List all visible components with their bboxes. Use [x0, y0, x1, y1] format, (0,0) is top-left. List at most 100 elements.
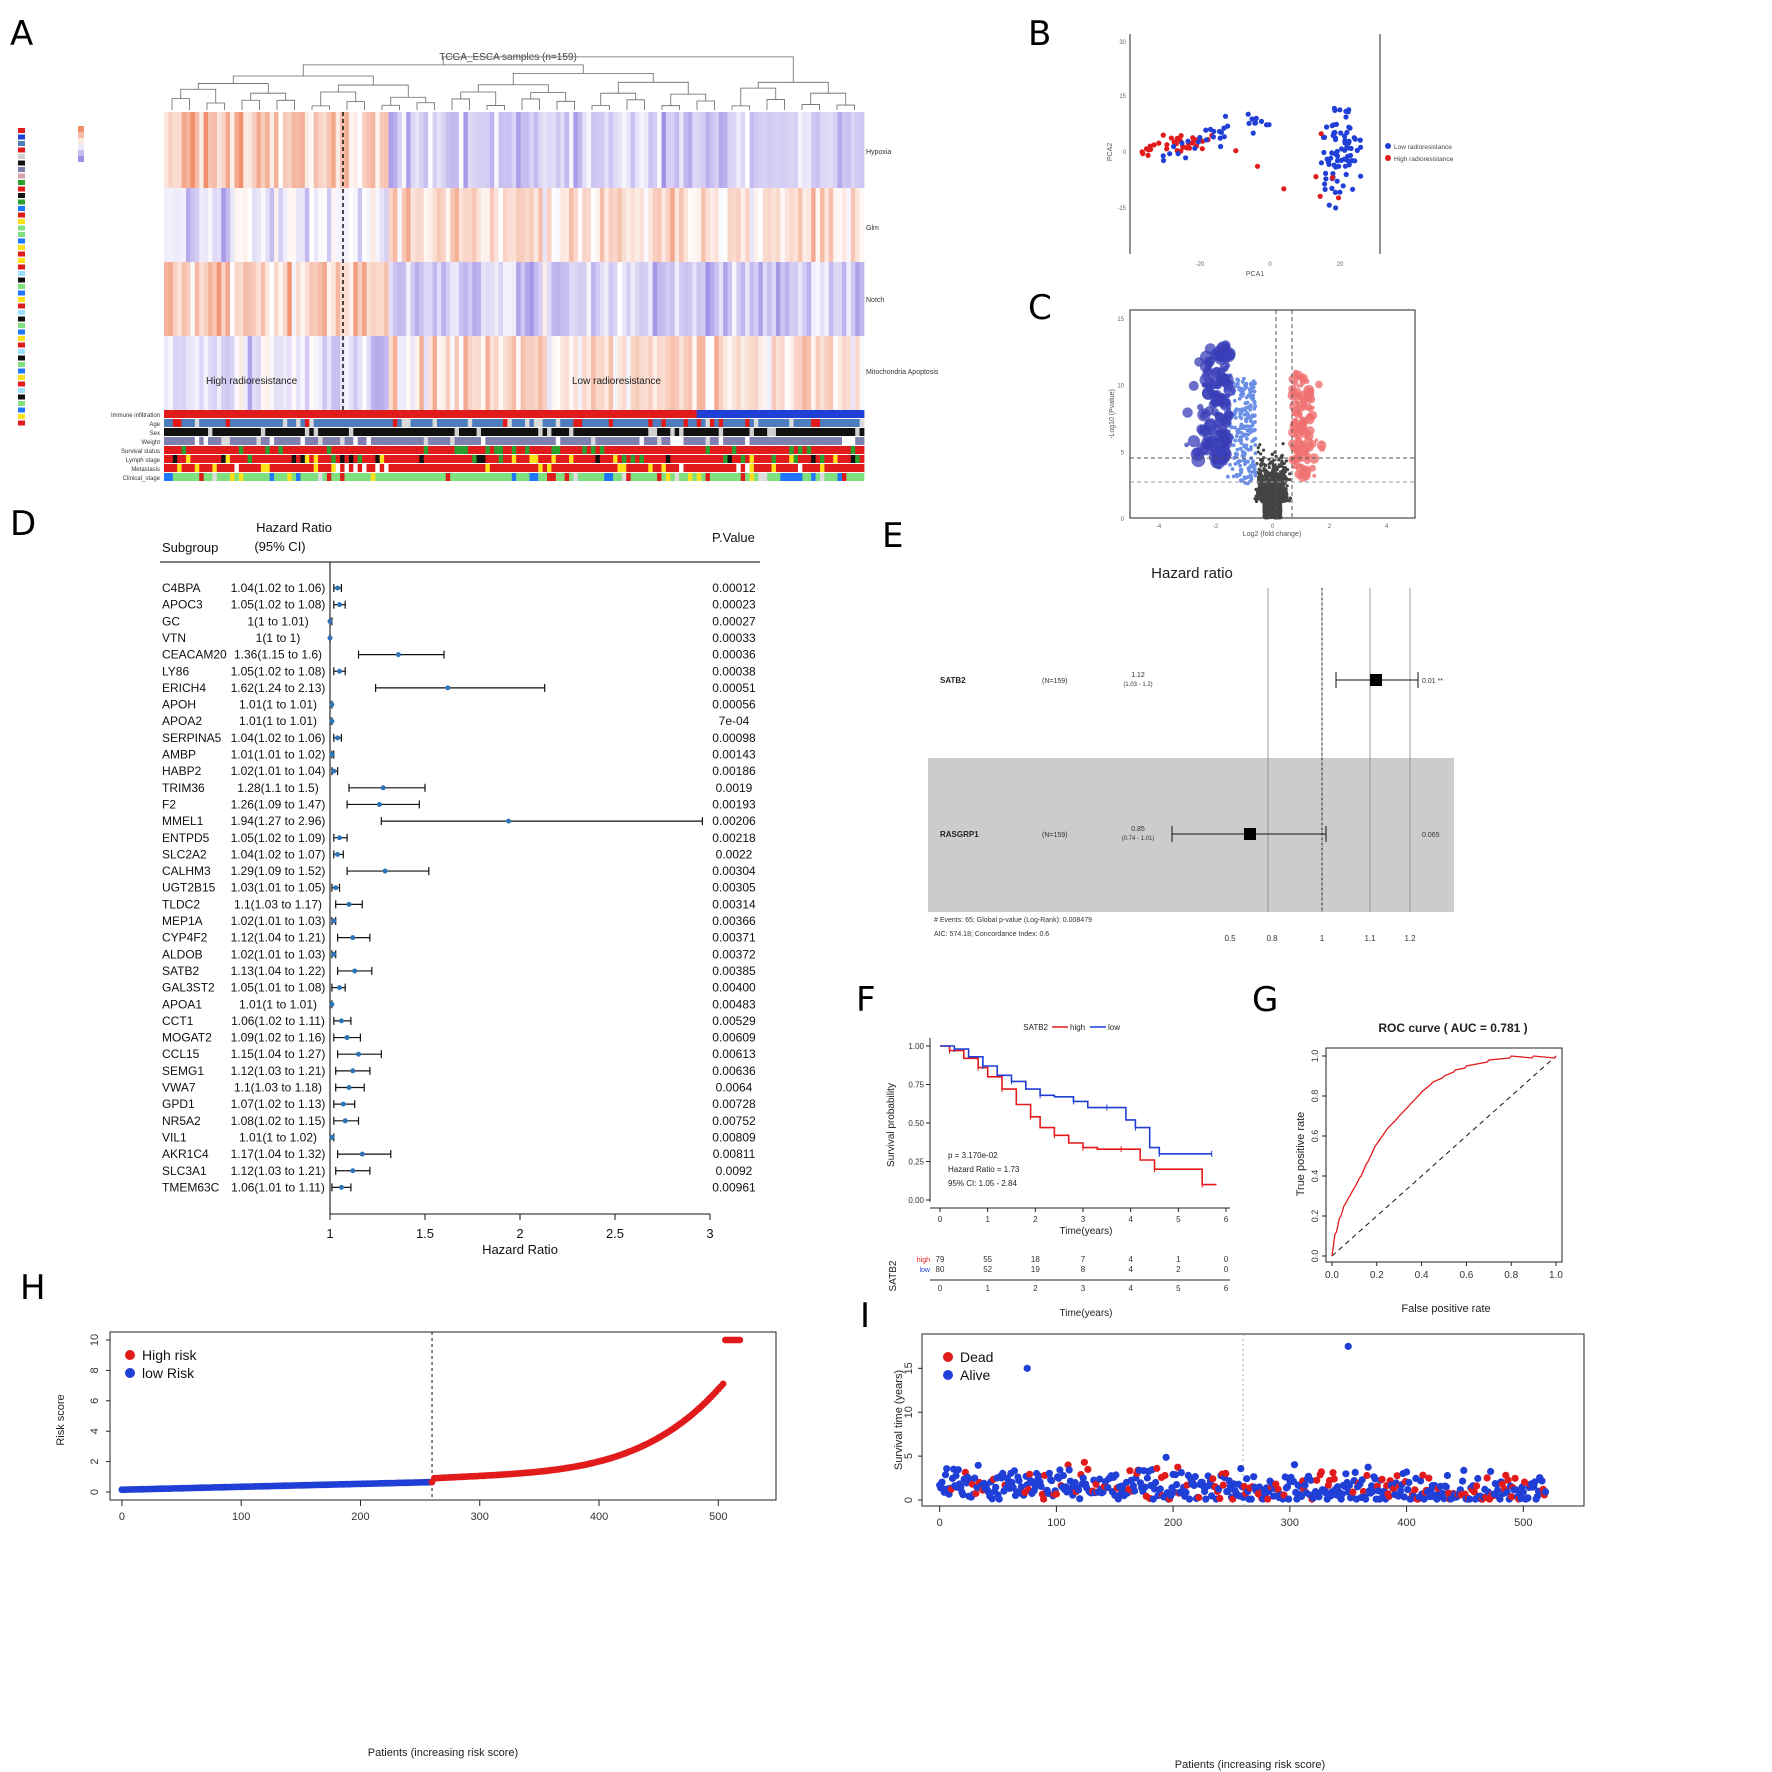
pca-point — [1183, 155, 1189, 161]
forest-point — [329, 1134, 335, 1140]
dendrogram-link — [740, 87, 777, 106]
annotation-cell — [617, 464, 623, 472]
annotation-cell — [348, 410, 354, 418]
annotation-cell — [784, 428, 790, 436]
annotation-cell — [828, 437, 834, 445]
roc-xtick-label: 0.2 — [1370, 1270, 1384, 1281]
heatmap-cell — [564, 188, 570, 262]
annotation-cell — [582, 410, 588, 418]
annotation-cell — [846, 473, 852, 481]
heatmap-cell — [172, 112, 178, 188]
annotation-cell — [806, 428, 812, 436]
survtime-point — [1010, 1467, 1018, 1475]
heatmap-row-label-0: Hypoxia — [866, 149, 891, 156]
forest-ci-label: 1.13(1.04 to 1.22) — [231, 964, 326, 978]
annotation-cell — [489, 428, 495, 436]
annotation-cell — [441, 419, 447, 427]
annotation-cell — [775, 428, 781, 436]
heatmap-cell — [401, 336, 407, 410]
heatmap-cell — [353, 336, 359, 410]
forest-e-xtick: 0.8 — [1266, 934, 1278, 943]
heatmap-cell — [771, 262, 777, 336]
annotation-cell — [626, 446, 632, 454]
survtime-point — [954, 1466, 962, 1474]
annotation-cell — [806, 455, 812, 463]
annotation-cell — [296, 464, 301, 472]
survtime-point — [1031, 1483, 1039, 1491]
annotation-cell — [731, 446, 737, 454]
annotation-cell — [450, 410, 455, 418]
annotation-cell — [811, 455, 816, 463]
volcano-point — [1281, 442, 1285, 446]
heatmap-cell — [168, 112, 174, 188]
pca-point — [1185, 138, 1191, 144]
annotation-cell — [811, 446, 816, 454]
heatmap-cell — [304, 336, 310, 410]
heatmap-cell — [771, 112, 777, 188]
volcano-point — [1211, 391, 1218, 397]
volcano-point — [1263, 508, 1267, 512]
annotation-cell — [696, 455, 702, 463]
heatmap-cell — [458, 336, 464, 410]
annotation-cell — [771, 419, 777, 427]
heatmap-cell — [331, 112, 337, 188]
heatmap-cell — [392, 262, 398, 336]
annotation-cell — [304, 464, 310, 472]
volcano-point — [1276, 496, 1280, 500]
annotation-cell — [652, 473, 658, 481]
annotation-cell — [164, 428, 169, 436]
km-risk-xtick: 6 — [1224, 1284, 1229, 1293]
annotation-cell — [595, 464, 601, 472]
legend-swatch — [18, 316, 25, 322]
annotation-cell — [379, 446, 385, 454]
forest-p-label: 0.00056 — [712, 698, 756, 712]
annotation-cell — [278, 446, 284, 454]
annotation-cell — [569, 446, 574, 454]
heatmap-cell — [727, 188, 733, 262]
pca-point — [1145, 152, 1151, 158]
volcano-point — [1251, 393, 1256, 398]
volcano-point — [1280, 486, 1284, 491]
heatmap-cell — [841, 262, 847, 336]
forest-point — [327, 618, 333, 624]
panel-label-g: G — [1252, 980, 1279, 1020]
annotation-cell — [542, 437, 548, 445]
heatmap-cell — [723, 262, 728, 336]
annotation-cell — [498, 428, 504, 436]
heatmap-cell — [507, 188, 513, 262]
heatmap-cell — [502, 112, 508, 188]
annotation-cell — [643, 446, 649, 454]
heatmap-cell — [753, 262, 759, 336]
volcano-point — [1268, 493, 1272, 497]
annotation-cell — [278, 437, 284, 445]
annotation-cell — [428, 446, 433, 454]
annotation-cell — [348, 464, 354, 472]
annotation-cell — [727, 464, 733, 472]
riskscore-ytick-label: 2 — [89, 1459, 101, 1465]
volcano-point — [1219, 362, 1229, 372]
heatmap-cell — [731, 188, 737, 262]
annotation-cell — [626, 464, 632, 472]
annotation-cell — [555, 437, 561, 445]
annotation-cell — [617, 446, 623, 454]
volcano-point — [1278, 470, 1282, 474]
annotation-cell — [190, 437, 196, 445]
annotation-cell — [661, 446, 667, 454]
annotation-cell — [194, 473, 200, 481]
heatmap-cell — [555, 336, 561, 410]
annotation-cell — [652, 437, 658, 445]
heatmap-cell — [441, 262, 447, 336]
heatmap-cell — [414, 262, 420, 336]
annotation-cell — [745, 464, 750, 472]
annotation-cell — [749, 437, 755, 445]
forest-ci-label: 1(1 to 1.01) — [247, 614, 308, 628]
heatmap-cell — [595, 336, 601, 410]
heatmap-cell — [164, 188, 169, 262]
pca-point — [1175, 151, 1181, 157]
volcano-point — [1249, 419, 1253, 424]
annotation-cell — [718, 473, 724, 481]
heatmap-row-label-1: Glm — [866, 225, 879, 232]
annotation-cell — [454, 455, 460, 463]
annotation-cell — [520, 464, 526, 472]
heatmap-cell — [718, 336, 724, 410]
